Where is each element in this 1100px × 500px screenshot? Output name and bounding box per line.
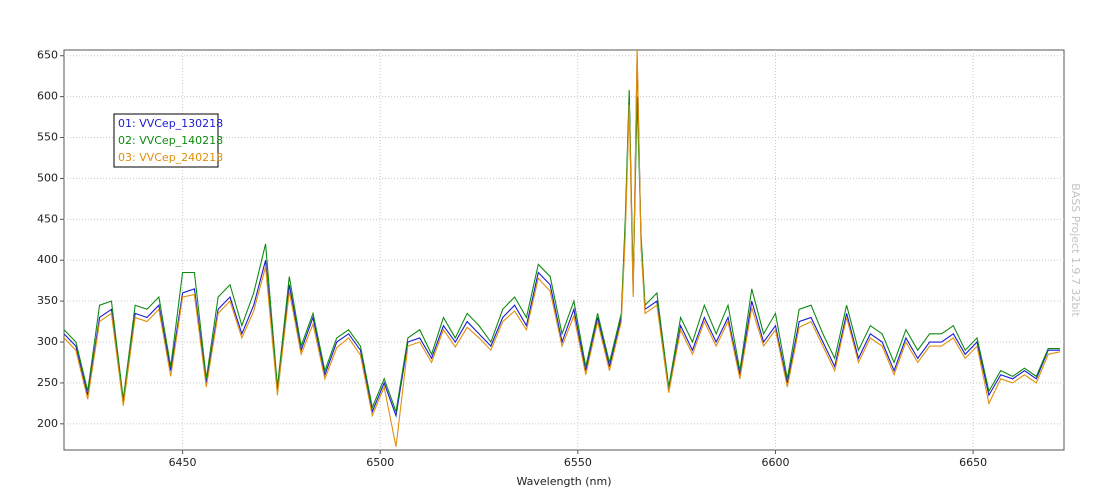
- series-group: [64, 50, 1061, 447]
- y-tick-label: 200: [37, 417, 58, 430]
- y-tick-label: 350: [37, 294, 58, 307]
- x-tick-label: 6550: [564, 456, 592, 469]
- watermark: BASS Project 1.9.7 32bit: [1069, 183, 1082, 317]
- y-tick-label: 550: [37, 131, 58, 144]
- legend-entry: 01: VVCep_130218: [118, 117, 223, 130]
- legend-entry: 02: VVCep_140218: [118, 134, 223, 147]
- series-line: [64, 55, 1061, 418]
- x-tick-label: 6500: [366, 456, 394, 469]
- x-tick-label: 6600: [761, 456, 789, 469]
- x-tick-label: 6450: [169, 456, 197, 469]
- y-tick-label: 500: [37, 171, 58, 184]
- x-axis-label: Wavelength (nm): [516, 475, 611, 488]
- y-tick-label: 250: [37, 376, 58, 389]
- y-tick-label: 400: [37, 253, 58, 266]
- y-tick-label: 450: [37, 212, 58, 225]
- series-line: [64, 50, 1061, 447]
- legend-entry: 03: VVCep_240218: [118, 151, 223, 164]
- x-tick-label: 6650: [959, 456, 987, 469]
- y-tick-label: 650: [37, 49, 58, 62]
- y-tick-label: 600: [37, 90, 58, 103]
- series-line: [64, 90, 1061, 414]
- plot-area: [63, 49, 1065, 451]
- legend-box: [113, 113, 219, 168]
- y-tick-label: 300: [37, 335, 58, 348]
